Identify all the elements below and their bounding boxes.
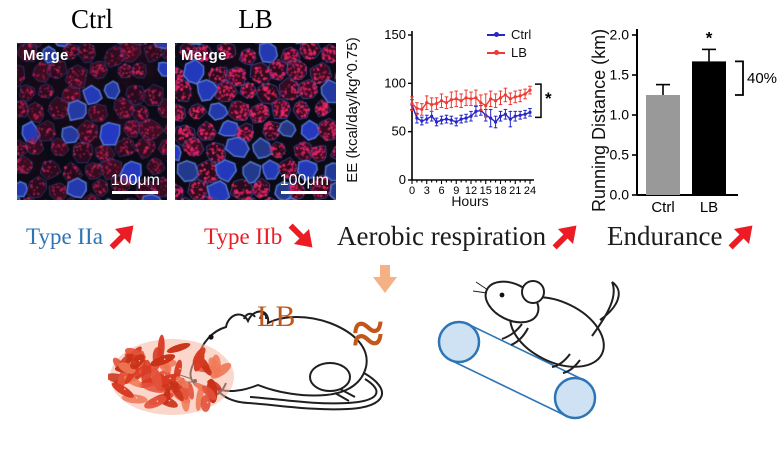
micrograph-panel-ctrl: Merge 100μm (17, 43, 167, 200)
bar-chart-ylabel: Running Distance (km) (589, 28, 609, 212)
svg-text:3: 3 (424, 185, 430, 197)
running-mouse-hind-leg (551, 353, 581, 374)
micrograph-image-lb (175, 43, 336, 200)
aerobic-respiration-label: Aerobic respiration (337, 221, 547, 251)
legend-row-ctrl: Ctrl (487, 27, 531, 42)
scale-bar: 100μm (110, 171, 160, 194)
svg-text:12: 12 (465, 185, 477, 197)
running-mouse-ear (521, 280, 545, 304)
running-mouse-front-legs (501, 323, 529, 346)
svg-text:LB: LB (700, 199, 718, 216)
lb-line-swatch (487, 50, 505, 55)
micrograph-panel-lb: Merge 100μm (175, 43, 336, 200)
running-distance-bar-chart: 0.0 0.5 1.0 1.5 2.0 Ctrl LB * 40% (610, 27, 778, 217)
svg-text:24: 24 (524, 185, 536, 197)
legend-row-lb: LB (487, 45, 531, 60)
scale-bar-line (281, 190, 328, 194)
svg-text:15: 15 (480, 185, 492, 197)
micrograph-title-lb: LB (238, 4, 273, 34)
treadmill-roller (553, 376, 597, 420)
svg-text:9: 9 (453, 185, 459, 197)
pathway-type-iia: Type IIa (26, 221, 138, 252)
micrograph-title-ctrl: Ctrl (70, 4, 113, 34)
down-arrow-icon (288, 223, 313, 248)
type-iia-label: Type IIa (26, 223, 103, 249)
svg-text:6: 6 (438, 185, 444, 197)
treadmill-belt-line (449, 359, 567, 417)
svg-text:1.0: 1.0 (610, 107, 630, 123)
type-iib-label: Type IIb (204, 223, 283, 249)
scale-bar-label: 100μm (110, 171, 160, 189)
running-mouse-eye (499, 292, 505, 298)
endurance-label: Endurance (607, 221, 723, 251)
mouse-on-treadmill-illustration (437, 280, 620, 420)
svg-text:0.0: 0.0 (610, 187, 630, 203)
svg-text:100: 100 (384, 75, 406, 90)
svg-text:40%: 40% (747, 70, 777, 87)
treadmill-belt-line (467, 323, 585, 381)
pathway-type-iib: Type IIb (204, 221, 317, 252)
mouse-ear-inner (243, 312, 268, 320)
running-mouse-tail (591, 281, 620, 337)
treadmill-roller (437, 320, 481, 364)
svg-text:*: * (706, 28, 713, 47)
svg-text:21: 21 (509, 185, 521, 197)
svg-text:Ctrl: Ctrl (651, 199, 674, 216)
scale-bar-label: 100μm (279, 171, 329, 189)
merge-label: Merge (181, 47, 227, 64)
merge-label: Merge (23, 47, 69, 64)
ctrl-dot-swatch (494, 32, 499, 37)
svg-text:0: 0 (399, 172, 406, 187)
mouse-tail-inner (249, 378, 378, 405)
up-arrow-icon (109, 225, 134, 250)
svg-text:1.5: 1.5 (610, 67, 630, 83)
ee-chart-legend: Ctrl LB (487, 27, 531, 60)
micrograph-image-ctrl (17, 43, 167, 200)
pathway-endurance: Endurance (607, 221, 757, 252)
ee-chart-ylabel: EE (kcal/day/kg^0.75) (344, 37, 361, 183)
svg-text:*: * (545, 89, 552, 108)
svg-text:18: 18 (494, 185, 506, 197)
goji-berry-pile (108, 334, 234, 415)
svg-text:2.0: 2.0 (610, 27, 630, 43)
running-mouse-whiskers (472, 281, 489, 294)
ctrl-line-swatch (487, 32, 505, 37)
svg-text:0.5: 0.5 (610, 147, 630, 163)
ee-chart-xlabel: Hours (451, 193, 489, 209)
down-arrow-icon (373, 265, 397, 293)
legend-label-lb: LB (511, 45, 527, 60)
mouse-hind-leg (309, 362, 351, 392)
mouse-lb-label: LB (257, 300, 296, 333)
mouse-foot (334, 388, 356, 402)
up-arrow-icon (728, 225, 753, 250)
approximately-equal-symbol: ≈ (352, 299, 384, 368)
svg-text:50: 50 (392, 124, 406, 139)
svg-text:150: 150 (384, 27, 406, 42)
pathway-aerobic-respiration: Aerobic respiration (337, 221, 581, 252)
svg-text:0: 0 (409, 185, 415, 197)
legend-label-ctrl: Ctrl (511, 27, 532, 42)
scale-bar-line (112, 190, 159, 194)
mouse-tail (217, 372, 383, 411)
mouse-eating-berries-illustration (108, 310, 383, 415)
mouse-eye (208, 334, 214, 340)
scale-bar: 100μm (279, 171, 329, 194)
lb-dot-swatch (494, 50, 499, 55)
up-arrow-icon (552, 225, 577, 250)
